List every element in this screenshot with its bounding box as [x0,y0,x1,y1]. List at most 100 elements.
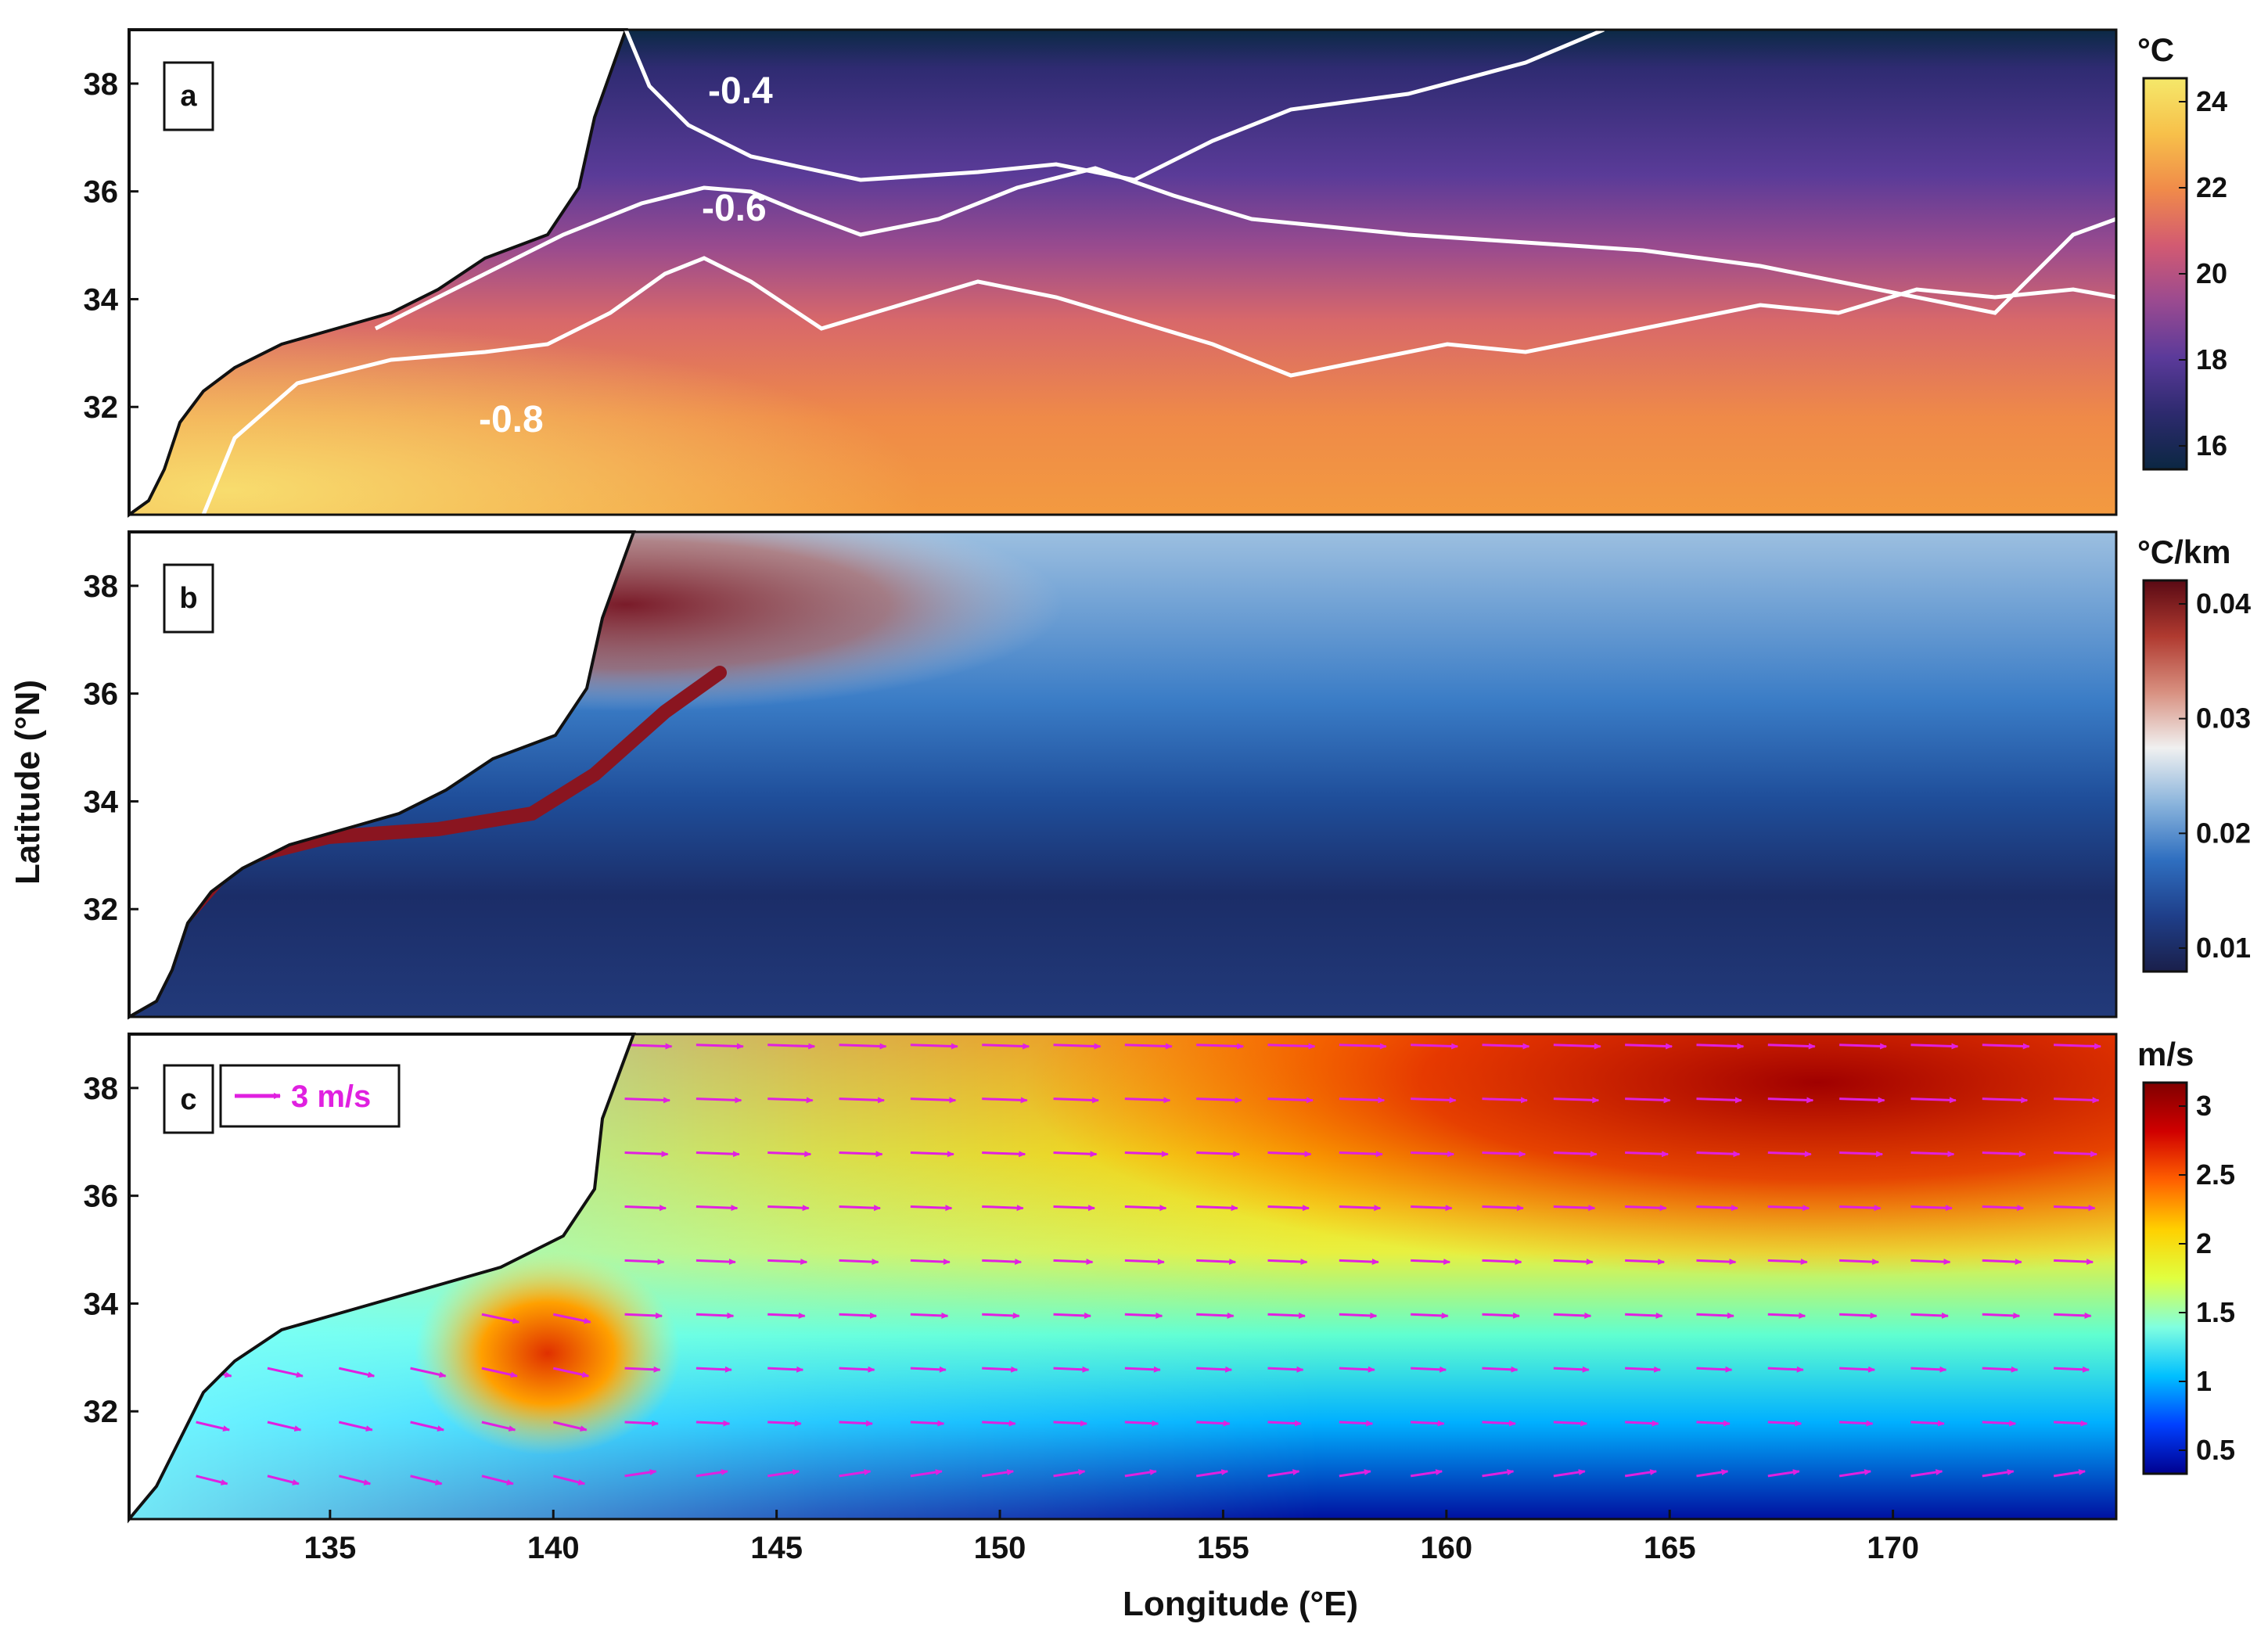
wind-arrow [1124,1469,1157,1478]
wind-arrow [1196,1205,1238,1212]
wind-arrow [1339,1205,1382,1212]
wind-arrow [624,1366,661,1373]
wind-arrow [410,1475,443,1485]
wind-arrow [2054,1420,2088,1427]
wind-arrow [1482,1259,1522,1266]
wind-arrow [267,1421,302,1432]
x-tick-label: 160 [1420,1531,1472,1565]
wind-arrow [1839,1205,1882,1212]
wind-arrow [552,1475,586,1485]
wind-arrow [1482,1097,1528,1104]
wind-arrow [1339,1097,1386,1104]
wind-arrow [1839,1259,1880,1266]
wind-arrow [1982,1097,2029,1104]
wind-arrow [982,1366,1019,1373]
wind-arrow [2054,1043,2102,1050]
wind-arrow [624,1259,665,1266]
wind-arrow [1053,1205,1096,1212]
wind-arrow [839,1469,872,1478]
wind-arrow [982,1097,1028,1104]
x-axis-ticks: 135 140 145 150 155 160 165 170 [304,1510,1919,1565]
wind-arrow [839,1097,886,1104]
wind-arrow [1982,1366,2018,1373]
wind-arrow [1482,1205,1524,1212]
y-tick-label: 38 [84,67,119,102]
wind-arrow [982,1205,1024,1212]
contour-label-04: -0.4 [708,70,773,112]
wind-arrow [1482,1043,1530,1050]
wind-arrow [767,1469,800,1478]
wind-arrow [910,1366,947,1373]
wind-arrow [1339,1259,1379,1266]
wind-arrow [1767,1366,1804,1373]
wind-arrow [1053,1469,1086,1478]
wind-arrow [1910,1097,1957,1104]
wind-arrow [1124,1151,1169,1158]
wind-arrow [1124,1312,1163,1319]
wind-arrow [624,1469,657,1478]
colorbar-b [2142,579,2188,973]
wind-arrow [2054,1312,2092,1319]
wind-arrow [767,1097,814,1104]
wind-arrow [1053,1259,1094,1266]
wind-arrow [767,1205,810,1212]
colorbar-tick-label: 2.5 [2196,1158,2235,1191]
panel-a-letter-box [163,61,214,131]
wind-arrow [695,1366,732,1373]
wind-arrow [1696,1420,1731,1427]
wind-arrow [1124,1366,1161,1373]
wind-arrow [1982,1312,2021,1319]
wind-arrow [1696,1043,1745,1050]
y-tick-label: 38 [84,569,119,604]
wind-arrow [2054,1366,2090,1373]
wind-arrow [1767,1043,1816,1050]
wind-arrow [695,1151,740,1158]
wind-arrow [1124,1205,1167,1212]
y-tick-label: 36 [84,1180,119,1214]
wind-arrow [1339,1312,1378,1319]
wind-arrow [839,1312,878,1319]
wind-arrow [338,1367,376,1378]
wind-arrow [1053,1151,1098,1158]
wind-arrow [1411,1259,1451,1266]
wind-arrow [1553,1469,1586,1478]
wind-arrow [1625,1043,1673,1050]
wind-arrow [910,1151,954,1158]
wind-arrow [1053,1043,1102,1050]
wind-arrow [1410,1469,1443,1478]
wind-arrow [1482,1312,1520,1319]
wind-arrow [1910,1259,1951,1266]
japan-landmass [128,28,628,518]
wind-arrow [410,1367,447,1378]
wind-arrow [1267,1097,1314,1104]
wind-arrow [1767,1097,1814,1104]
y-tick-label: 32 [84,1395,119,1429]
wind-arrow [552,1421,588,1432]
wind-arrow [1553,1097,1600,1104]
panel-c-frame [128,1033,2118,1521]
panel-c-hotspot [415,1252,681,1455]
wind-arrow [767,1366,804,1373]
wind-arrow [1839,1420,1874,1427]
wind-arrow [1267,1420,1303,1427]
wind-arrow [1696,1097,1742,1104]
wind-arrow [1339,1043,1387,1050]
wind-arrow [1339,1366,1375,1373]
wind-arrow [1767,1259,1808,1266]
wind-arrow [1482,1420,1516,1427]
wind-arrow [982,1151,1026,1158]
wind-arrow [1124,1420,1159,1427]
wind-arrow [1339,1469,1371,1478]
y-tick-label: 36 [84,677,119,712]
wind-arrow [910,1097,957,1104]
wind-arrow [1411,1366,1447,1373]
colorbar-tick-label: 2 [2196,1227,2212,1259]
wind-arrow [1625,1312,1663,1319]
wind-arrow [1553,1043,1601,1050]
contour-line-08 [201,256,2117,515]
wind-arrow [910,1420,945,1427]
wind-arrow [481,1475,514,1485]
y-tick-label: 32 [84,390,119,425]
wind-arrow [1196,1043,1245,1050]
wind-arrow [695,1205,739,1212]
